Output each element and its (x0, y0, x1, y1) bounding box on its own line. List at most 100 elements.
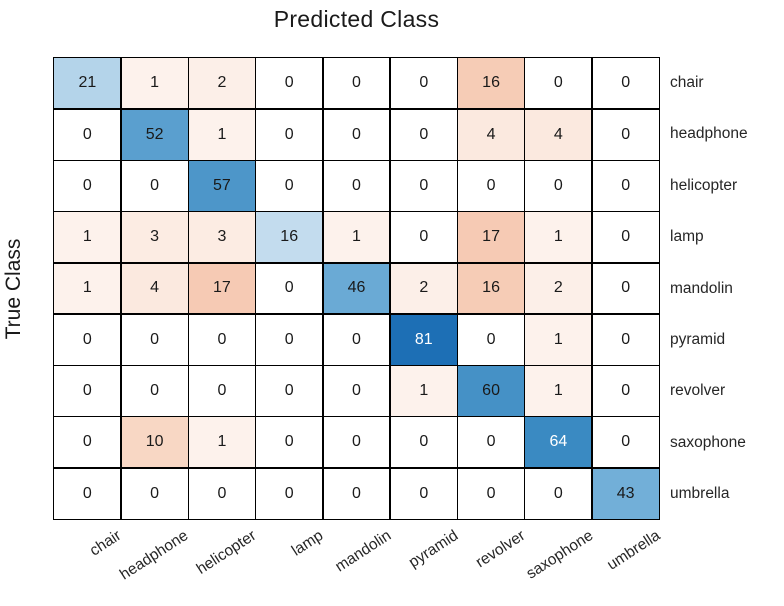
matrix-cell: 17 (458, 212, 525, 263)
matrix-cell: 81 (390, 314, 457, 365)
matrix-cell: 0 (525, 160, 592, 211)
col-label: helicopter (193, 527, 259, 578)
matrix-cell: 52 (121, 109, 188, 160)
matrix-cell: 4 (458, 109, 525, 160)
row-label: lamp (670, 228, 704, 246)
matrix-cell: 1 (188, 417, 255, 468)
matrix-cell: 4 (121, 263, 188, 314)
row-label: helicopter (670, 176, 738, 194)
row-label: chair (670, 73, 704, 91)
matrix-cell: 0 (592, 263, 659, 314)
matrix-cell: 0 (323, 160, 390, 211)
matrix-cell: 0 (390, 160, 457, 211)
matrix-cell: 0 (54, 314, 121, 365)
matrix-cell: 1 (525, 212, 592, 263)
matrix-cell: 0 (54, 109, 121, 160)
matrix-cell: 0 (54, 417, 121, 468)
matrix-cell: 1 (525, 366, 592, 417)
matrix-cell: 1 (54, 212, 121, 263)
matrix-cell: 46 (323, 263, 390, 314)
matrix-grid: 21 1 2 0 0 0 16 0 0 0 52 1 0 0 0 4 4 0 0 0 57 0 0 0 0 0 0 1 3 3 16 1 0 17… (53, 57, 660, 520)
matrix-cell: 0 (256, 109, 323, 160)
matrix-cell: 0 (323, 109, 390, 160)
matrix-cell: 0 (121, 366, 188, 417)
row-label: pyramid (670, 330, 726, 348)
matrix-cell: 0 (256, 468, 323, 519)
matrix-cell: 57 (188, 160, 255, 211)
col-label: chair (86, 527, 124, 560)
matrix-cell: 17 (188, 263, 255, 314)
col-label: pyramid (405, 527, 462, 572)
row-label: revolver (670, 382, 726, 400)
matrix-cell: 0 (390, 109, 457, 160)
col-label: mandolin (331, 527, 394, 576)
matrix-cell: 2 (525, 263, 592, 314)
matrix-cell: 64 (525, 417, 592, 468)
matrix-cell: 16 (256, 212, 323, 263)
matrix-cell: 0 (256, 366, 323, 417)
matrix-cell: 2 (188, 58, 255, 109)
matrix-cell: 0 (256, 314, 323, 365)
matrix-cell: 0 (323, 366, 390, 417)
matrix-cell: 0 (256, 58, 323, 109)
matrix-cell: 16 (458, 263, 525, 314)
matrix-cell: 1 (390, 366, 457, 417)
matrix-cell: 0 (592, 366, 659, 417)
row-label: mandolin (670, 279, 733, 297)
matrix-cell: 1 (121, 58, 188, 109)
col-label: revolver (473, 527, 529, 572)
matrix-cell: 0 (121, 314, 188, 365)
matrix-cell: 0 (390, 468, 457, 519)
matrix-cell: 0 (121, 160, 188, 211)
matrix-cell: 4 (525, 109, 592, 160)
matrix-cell: 0 (458, 160, 525, 211)
matrix-cell: 0 (458, 468, 525, 519)
y-axis-label: True Class (2, 238, 25, 340)
matrix-cell: 0 (458, 314, 525, 365)
matrix-cell: 0 (256, 263, 323, 314)
matrix-cell: 0 (54, 160, 121, 211)
matrix-cell: 43 (592, 468, 659, 519)
matrix-cell: 0 (390, 58, 457, 109)
matrix-cell: 0 (256, 417, 323, 468)
matrix-cell: 21 (54, 58, 121, 109)
matrix-cell: 0 (592, 212, 659, 263)
matrix-cell: 0 (188, 314, 255, 365)
matrix-cell: 1 (188, 109, 255, 160)
matrix-cell: 1 (525, 314, 592, 365)
matrix-cell: 0 (323, 58, 390, 109)
matrix-cell: 2 (390, 263, 457, 314)
chart-title: Predicted Class (273, 6, 440, 32)
matrix-cell: 0 (54, 366, 121, 417)
matrix-cell: 0 (592, 160, 659, 211)
matrix-cell: 3 (188, 212, 255, 263)
matrix-cell: 0 (121, 468, 188, 519)
matrix-cell: 0 (323, 417, 390, 468)
matrix-cell: 0 (592, 109, 659, 160)
matrix-cell: 0 (592, 314, 659, 365)
matrix-cell: 0 (390, 212, 457, 263)
matrix-cell: 1 (323, 212, 390, 263)
col-label: lamp (288, 527, 327, 560)
row-label: umbrella (670, 485, 730, 503)
row-label: headphone (670, 125, 748, 143)
matrix-cell: 1 (54, 263, 121, 314)
matrix-cell: 10 (121, 417, 188, 468)
matrix-cell: 0 (592, 58, 659, 109)
matrix-cell: 3 (121, 212, 188, 263)
col-label: saxophone (523, 527, 597, 583)
col-label: umbrella (604, 527, 664, 574)
matrix-cell: 0 (256, 160, 323, 211)
matrix-cell: 0 (54, 468, 121, 519)
matrix-cell: 0 (592, 417, 659, 468)
row-label: saxophone (670, 433, 746, 451)
matrix-cell: 0 (390, 417, 457, 468)
matrix-cell: 16 (458, 58, 525, 109)
matrix-cell: 0 (188, 366, 255, 417)
matrix-cell: 0 (458, 417, 525, 468)
matrix-cell: 0 (525, 468, 592, 519)
matrix-cell: 0 (323, 468, 390, 519)
matrix-cell: 0 (323, 314, 390, 365)
matrix-cell: 0 (188, 468, 255, 519)
col-label: headphone (117, 527, 192, 584)
